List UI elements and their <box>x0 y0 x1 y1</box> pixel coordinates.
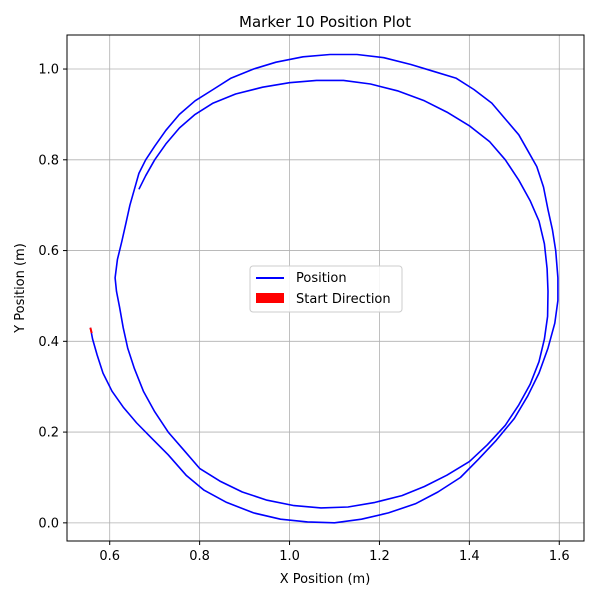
x-tick-label: 1.2 <box>369 549 390 564</box>
legend: Position Start Direction <box>249 265 403 313</box>
y-axis-label: Y Position (m) <box>13 243 28 334</box>
plot-frame <box>66 34 585 542</box>
y-tick-label: 0.0 <box>38 516 59 531</box>
y-tick-label: 0.2 <box>38 426 59 441</box>
y-tick-label: 0.4 <box>38 335 59 350</box>
x-tick-label: 1.0 <box>279 549 300 564</box>
start-direction-arrow <box>89 327 93 334</box>
x-tick-label: 1.4 <box>459 549 480 564</box>
y-tick-label: 1.0 <box>38 63 59 78</box>
plot-data <box>89 53 559 524</box>
legend-label-position: Position <box>296 271 347 286</box>
chart-title: Marker 10 Position Plot <box>239 13 411 31</box>
x-tick-label: 0.8 <box>189 549 210 564</box>
legend-box <box>249 265 403 313</box>
legend-label-start-direction: Start Direction <box>296 292 391 307</box>
legend-start-direction-patch <box>256 293 284 303</box>
y-tick-label: 0.6 <box>38 244 59 259</box>
position-line <box>89 53 559 524</box>
y-tick-label: 0.8 <box>38 153 59 168</box>
x-axis-label: X Position (m) <box>280 572 371 587</box>
axis-ticks: 0.6 0.8 1.0 1.2 1.4 1.6 0.0 0.2 0.4 0.6 0.8 1.0 <box>38 63 569 564</box>
x-tick-label: 0.6 <box>99 549 120 564</box>
x-tick-label: 1.6 <box>549 549 570 564</box>
